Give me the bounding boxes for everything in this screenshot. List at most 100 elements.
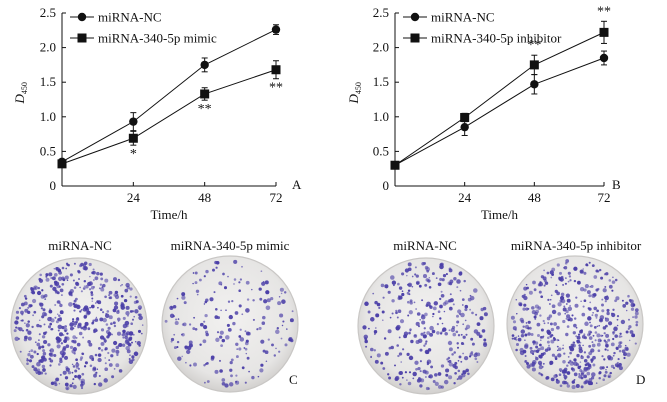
colony	[436, 331, 440, 335]
colony	[122, 329, 126, 334]
colony	[612, 308, 615, 311]
colony	[219, 369, 223, 373]
colony	[612, 276, 614, 279]
colony	[59, 350, 65, 356]
colony	[456, 324, 458, 327]
colony	[104, 295, 107, 299]
colony	[194, 327, 198, 331]
colony	[596, 342, 601, 347]
colony	[82, 266, 87, 271]
colony	[604, 340, 608, 344]
dish-d-nc	[357, 257, 495, 395]
colony	[57, 363, 61, 366]
colony	[90, 291, 94, 294]
colony	[381, 310, 385, 314]
colony	[434, 373, 438, 377]
colony	[614, 334, 618, 338]
colony	[555, 379, 560, 384]
colony	[608, 279, 612, 282]
colony	[524, 333, 528, 337]
colony	[83, 315, 87, 319]
colony	[557, 347, 562, 352]
colony	[564, 282, 567, 285]
colony	[430, 365, 434, 369]
colony	[43, 339, 48, 345]
colony	[567, 318, 571, 322]
chart-a-annotation: **	[198, 102, 212, 117]
colony	[562, 307, 567, 312]
colony	[58, 383, 61, 385]
colony	[536, 333, 541, 338]
colony	[18, 307, 21, 310]
colony	[424, 312, 428, 317]
colony	[220, 284, 223, 286]
colony	[97, 300, 102, 305]
colony	[448, 329, 451, 332]
colony	[451, 325, 456, 330]
colony	[64, 382, 69, 387]
colony	[445, 273, 448, 276]
colony	[617, 344, 622, 349]
colony	[625, 330, 629, 334]
colony	[205, 332, 209, 337]
colony	[47, 343, 51, 347]
colony	[621, 349, 626, 354]
colony	[57, 329, 60, 332]
colony	[59, 310, 64, 315]
colony	[245, 308, 250, 313]
colony	[45, 275, 48, 278]
colony	[108, 294, 111, 297]
colony	[520, 319, 525, 324]
colony	[615, 296, 620, 301]
colony	[585, 263, 588, 267]
colony	[610, 342, 615, 347]
colony	[615, 346, 619, 350]
colony	[41, 364, 46, 369]
colony	[529, 349, 535, 354]
colony	[568, 316, 571, 319]
colony	[441, 278, 445, 282]
panel-letter-a: A	[292, 177, 302, 192]
colony	[569, 359, 572, 363]
colony	[396, 316, 399, 319]
colony	[387, 373, 390, 376]
colony	[229, 368, 233, 372]
colony	[596, 333, 601, 338]
colony	[620, 335, 623, 338]
colony	[34, 341, 37, 344]
colony	[421, 320, 426, 325]
colony	[63, 339, 67, 343]
colony	[199, 322, 204, 327]
colony	[463, 355, 469, 361]
colony	[374, 333, 376, 335]
colony	[572, 341, 575, 344]
colony	[38, 359, 42, 363]
colony	[223, 286, 228, 290]
colony	[389, 316, 392, 319]
colony	[122, 336, 125, 339]
colony	[26, 329, 29, 331]
colony	[589, 381, 593, 385]
colony	[99, 317, 104, 322]
colony	[244, 330, 247, 333]
colony	[69, 345, 74, 350]
colony	[45, 273, 49, 277]
colony	[458, 355, 462, 359]
colony	[571, 314, 574, 317]
colony	[118, 369, 123, 373]
colony	[625, 309, 628, 312]
colony	[542, 351, 546, 355]
colony	[107, 351, 110, 355]
chart-a-y-tick-label: 1.5	[40, 74, 56, 89]
chart-b-series-1-line	[394, 31, 605, 166]
colony	[606, 366, 609, 369]
colony	[41, 345, 45, 349]
colony	[50, 276, 53, 280]
colony	[80, 326, 84, 330]
colony	[203, 325, 208, 330]
colony	[573, 379, 576, 381]
colony	[448, 359, 452, 363]
colony	[452, 303, 455, 306]
colony	[437, 384, 442, 389]
